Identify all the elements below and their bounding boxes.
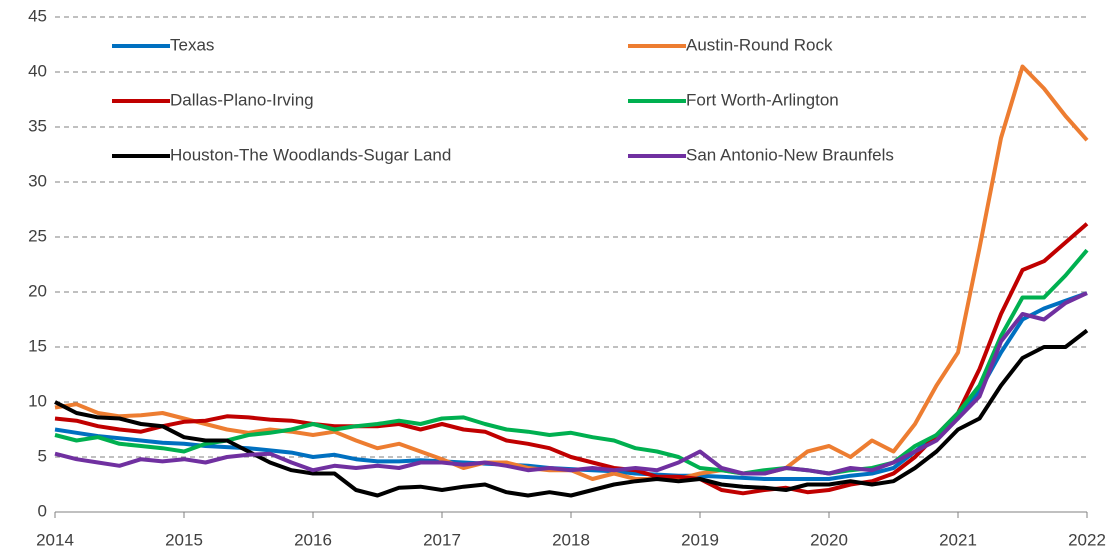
legend-label: San Antonio-New Braunfels: [686, 145, 894, 164]
y-tick-label: 40: [28, 61, 47, 80]
y-tick-label: 10: [28, 391, 47, 410]
x-tick-label: 2022: [1068, 530, 1106, 549]
x-tick-label: 2018: [552, 530, 590, 549]
x-tick-label: 2019: [681, 530, 719, 549]
legend-label: Dallas-Plano-Irving: [170, 90, 314, 109]
y-tick-label: 25: [28, 226, 47, 245]
series-line: [54, 291, 1088, 481]
y-tick-label: 15: [28, 336, 47, 355]
series-line: [54, 222, 1089, 496]
x-tick-label: 2016: [294, 530, 332, 549]
series-line: [54, 328, 1089, 498]
y-tick-label: 0: [38, 501, 47, 520]
y-tick-label: 20: [28, 281, 47, 300]
series-line: [54, 291, 1088, 476]
x-tick-label: 2017: [423, 530, 461, 549]
x-tick-label: 2021: [939, 530, 977, 549]
y-tick-label: 5: [38, 446, 47, 465]
y-tick-label: 30: [28, 171, 47, 190]
y-tick-label: 45: [28, 6, 47, 25]
legend-label: Fort Worth-Arlington: [686, 90, 839, 109]
legend-label: Austin-Round Rock: [686, 35, 833, 54]
x-tick-label: 2014: [36, 530, 74, 549]
y-tick-label: 35: [28, 116, 47, 135]
series-line: [54, 64, 1089, 481]
legend-label: Houston-The Woodlands-Sugar Land: [170, 145, 451, 164]
legend-label: Texas: [170, 35, 214, 54]
x-tick-label: 2020: [810, 530, 848, 549]
x-tick-label: 2015: [165, 530, 203, 549]
